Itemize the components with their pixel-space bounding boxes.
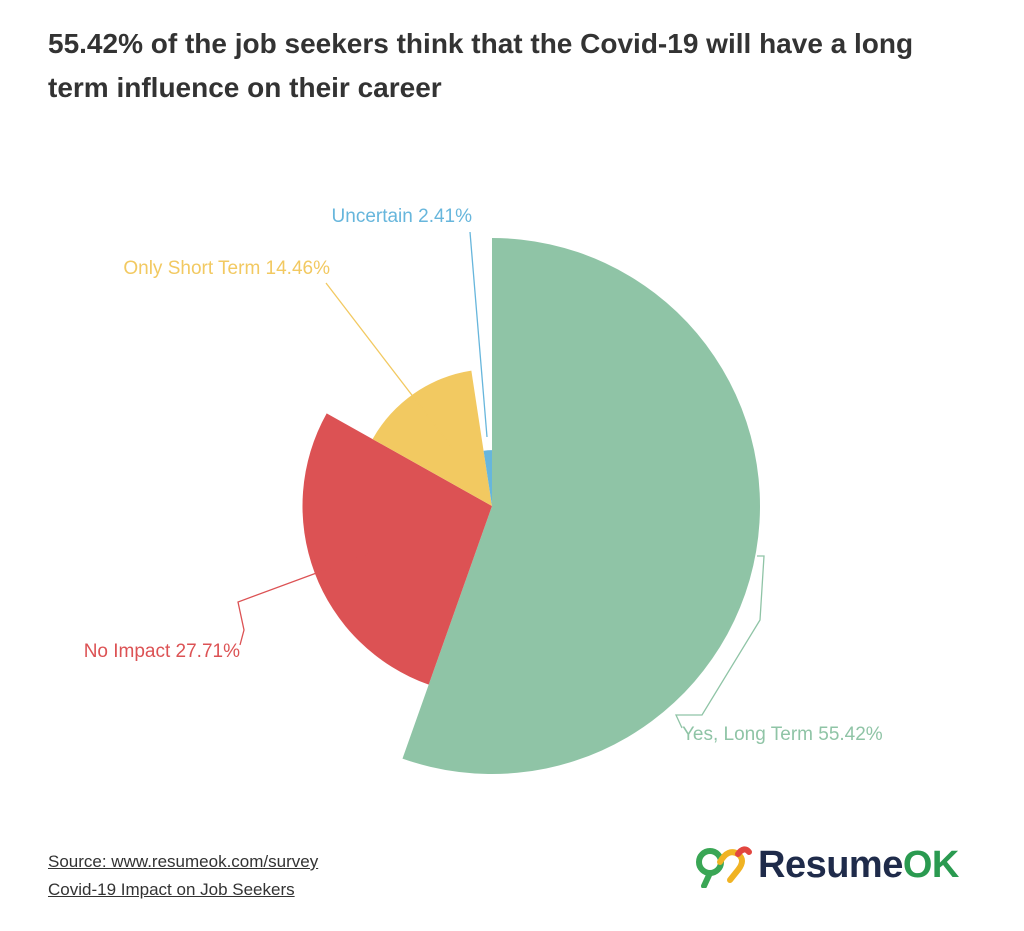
slice-label-2: No Impact 27.71% [84, 641, 240, 662]
pie-slice-3 [372, 370, 492, 506]
brand-name-part2: OK [902, 843, 960, 886]
leader-line-4 [469, 231, 488, 438]
chart-title: 55.42% of the job seekers think that the… [48, 28, 914, 103]
slice-label-1: Yes, Long Term 55.42% [682, 724, 883, 745]
pie-slice-1 [402, 238, 760, 774]
slice-label-4: Uncertain 2.41% [332, 206, 473, 227]
footer: Source: www.resumeok.com/survey Covid-19… [48, 848, 318, 904]
pie-slice-2 [302, 413, 492, 685]
source-link[interactable]: Source: www.resumeok.com/survey [48, 852, 319, 871]
brand-name: ResumeOK [758, 844, 959, 887]
leader-line-3 [325, 282, 455, 451]
survey-link[interactable]: Covid-19 Impact on Job Seekers [48, 880, 295, 899]
leader-line-2 [237, 553, 369, 646]
brand-logo: ResumeOK [694, 840, 959, 890]
resumeok-logo-icon [696, 846, 752, 888]
pie-slice-4 [483, 450, 492, 506]
leader-line-1 [674, 555, 765, 729]
brand-name-part1: Resume [758, 843, 903, 886]
slice-label-3: Only Short Term 14.46% [123, 258, 330, 279]
